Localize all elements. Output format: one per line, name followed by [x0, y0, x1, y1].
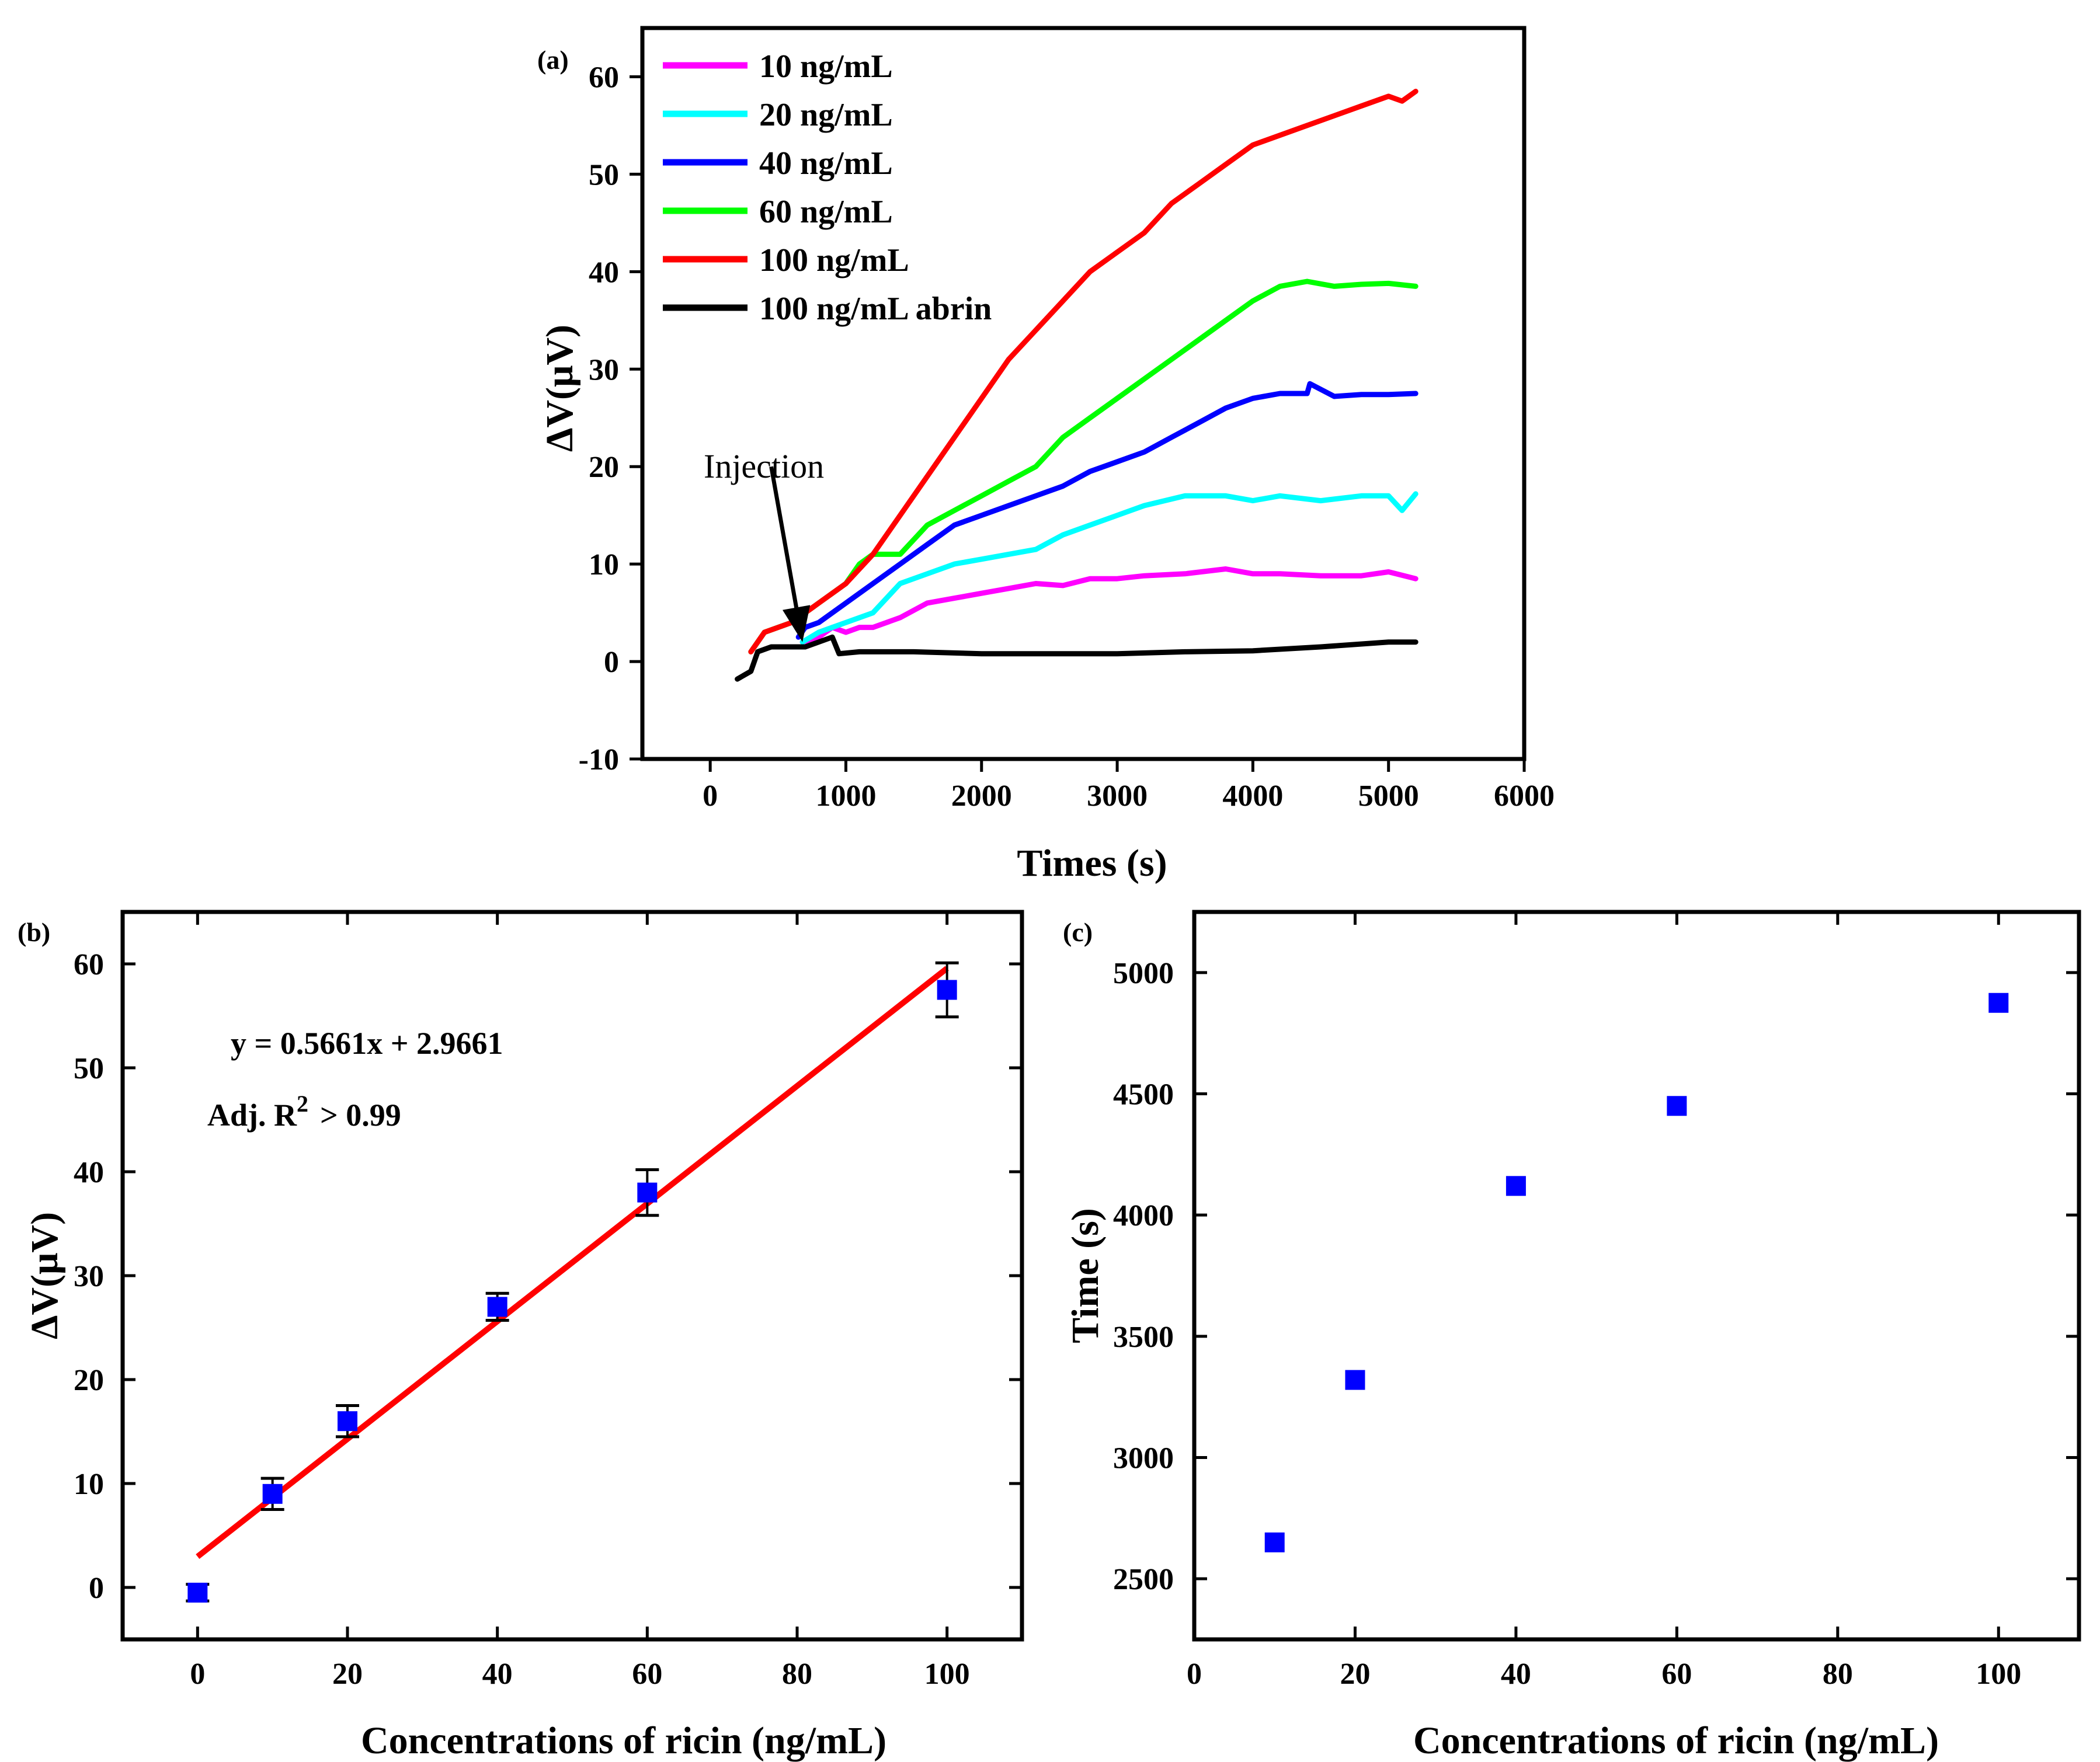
x-tick-label: 80	[782, 1657, 812, 1691]
x-tick-label: 6000	[1494, 779, 1555, 813]
y-tick-label: 40	[589, 256, 619, 289]
legend-entry: 20 ng/mL	[759, 97, 893, 133]
y-tick-label: 30	[589, 353, 619, 386]
panel-label: (c)	[1063, 917, 1093, 947]
x-tick-label: 40	[1501, 1657, 1531, 1691]
x-tick-label: 100	[924, 1657, 970, 1691]
x-tick-label: 4000	[1222, 779, 1283, 813]
panel-c: 0 20 40 60 80 100 2500 3000 3500 4000 4500 5000 Conc…	[1063, 910, 2081, 1762]
legend-entry: 100 ng/mL	[759, 242, 909, 278]
series-line	[795, 381, 1418, 640]
x-tick-label: 5000	[1358, 779, 1419, 813]
annotation-label: Injection	[704, 447, 824, 485]
data-point	[487, 1297, 507, 1317]
plot-frame	[120, 910, 1024, 1642]
legend-entry: 40 ng/mL	[759, 145, 893, 182]
x-axis-title: Concentrations of ricin (ng/mL)	[361, 1719, 886, 1762]
y-tick-label: 50	[74, 1052, 104, 1085]
x-tick-label: 0	[1187, 1657, 1202, 1691]
y-tick-label: 4500	[1113, 1078, 1174, 1112]
x-tick-label: 60	[632, 1657, 662, 1691]
x-tick-label: 2000	[951, 779, 1012, 813]
x-tick-label: 3000	[1087, 779, 1148, 813]
panel-label: (a)	[537, 45, 569, 75]
data-point	[1264, 1532, 1285, 1552]
x-tick-label: 100	[1976, 1657, 2021, 1691]
y-tick-label: 40	[74, 1156, 104, 1189]
plot-frame	[640, 26, 1527, 761]
y-tick-label: 60	[589, 61, 619, 94]
series-line	[799, 566, 1418, 645]
x-tick-label: 20	[332, 1657, 363, 1691]
y-tick-label: 20	[74, 1364, 104, 1397]
legend-entry: 60 ng/mL	[759, 194, 893, 230]
series-line	[799, 491, 1418, 645]
series-line	[735, 634, 1418, 682]
plot-frame	[1192, 910, 2081, 1642]
y-tick-label: 50	[589, 158, 619, 191]
x-tick-label: 0	[703, 779, 718, 813]
y-axis-title: ΔV(μV)	[538, 325, 581, 452]
x-axis-title: Times (s)	[1017, 842, 1167, 885]
series-line	[748, 278, 1418, 654]
panel-b: 0 20 40 60 80 100 0 10 20 30 40 50 60 Concentrations …	[18, 910, 1024, 1762]
y-tick-label: 10	[74, 1468, 104, 1501]
y-tick-label: 0	[89, 1572, 104, 1605]
y-tick-label: 30	[74, 1260, 104, 1293]
annotation-arrow	[769, 466, 799, 608]
fit-r2: Adj. R2 > 0.99	[207, 1091, 401, 1133]
x-tick-label: 40	[482, 1657, 513, 1691]
y-tick-label: 0	[604, 646, 619, 679]
legend-entry: 100 ng/mL abrin	[759, 291, 992, 327]
data-point	[1667, 1096, 1687, 1116]
y-tick-label: 10	[589, 548, 619, 581]
y-axis-title: Time (s)	[1064, 1208, 1107, 1343]
data-point	[1988, 993, 2009, 1013]
annotation-arrowhead	[782, 605, 811, 642]
x-tick-label: 80	[1823, 1657, 1853, 1691]
data-point	[187, 1582, 208, 1603]
y-tick-label: 4000	[1113, 1199, 1174, 1232]
data-point	[262, 1484, 283, 1504]
data-point	[338, 1411, 357, 1432]
y-tick-label: -10	[579, 743, 619, 776]
panel-a: 0 1000 2000 3000 4000 5000 6000 -10 0 10 20 30 40 50 6…	[537, 26, 1555, 885]
y-tick-label: 3000	[1113, 1442, 1174, 1475]
x-tick-label: 20	[1340, 1657, 1370, 1691]
y-tick-label: 2500	[1113, 1563, 1174, 1596]
x-tick-label: 0	[190, 1657, 205, 1691]
x-tick-label: 60	[1661, 1657, 1692, 1691]
y-tick-label: 60	[74, 948, 104, 981]
legend: 10 ng/mL 20 ng/mL 40 ng/mL 60 ng/mL 100 ng/m…	[663, 48, 992, 327]
fit-equation: y = 0.5661x + 2.9661	[231, 1026, 503, 1061]
data-point	[637, 1182, 658, 1203]
data-point	[937, 980, 957, 1000]
data-point	[1345, 1370, 1365, 1390]
y-tick-label: 20	[589, 451, 619, 484]
data-point	[1506, 1176, 1526, 1196]
y-axis-title: ΔV(μV)	[23, 1212, 66, 1339]
series-line	[748, 89, 1418, 654]
x-tick-label: 1000	[815, 779, 876, 813]
y-tick-label: 5000	[1113, 957, 1174, 990]
fit-line	[196, 966, 949, 1559]
panel-label: (b)	[18, 917, 50, 947]
x-axis-title: Concentrations of ricin (ng/mL)	[1413, 1719, 1939, 1762]
legend-entry: 10 ng/mL	[759, 48, 893, 85]
y-tick-label: 3500	[1113, 1321, 1174, 1354]
